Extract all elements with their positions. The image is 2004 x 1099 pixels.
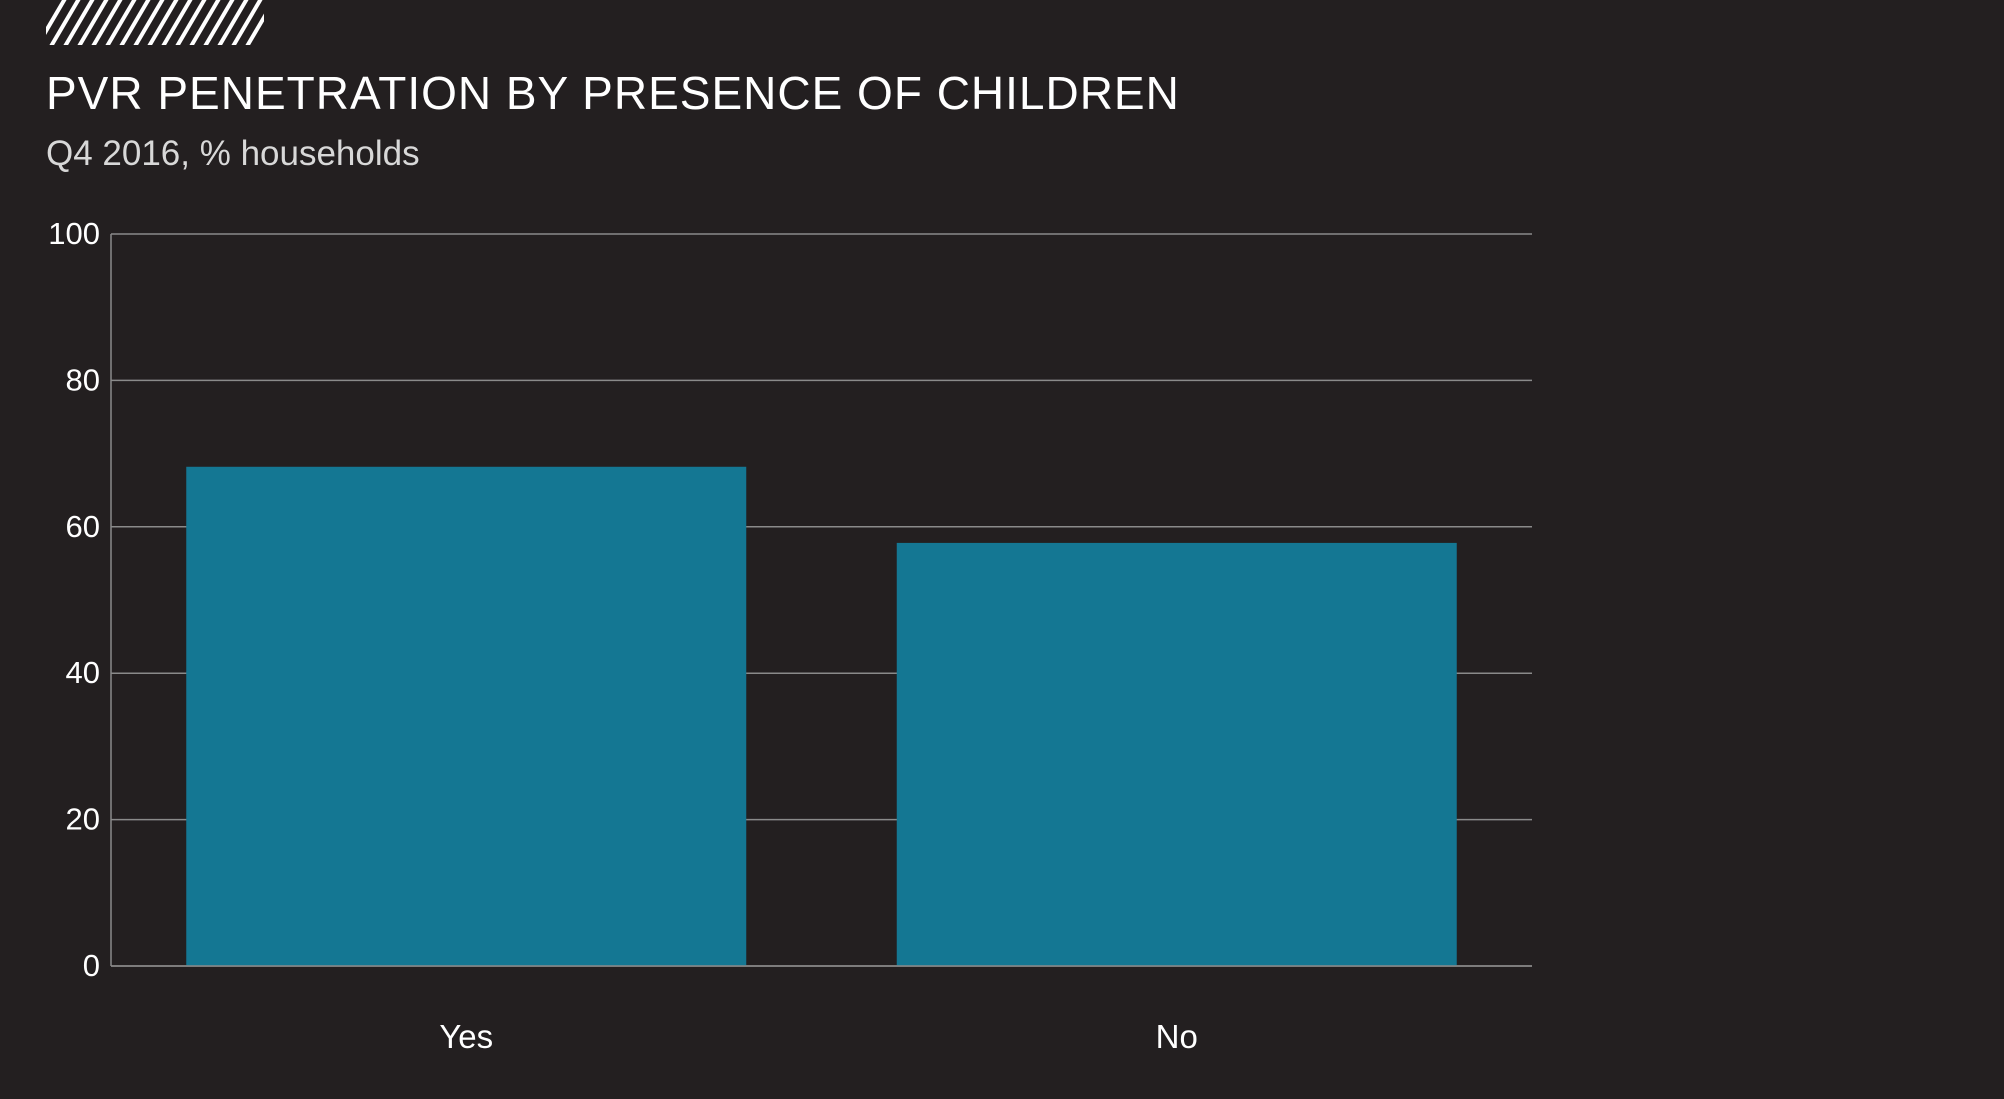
bar-yes [186, 466, 747, 966]
y-tick-label: 40 [66, 655, 100, 690]
chart-title: PVR PENETRATION BY PRESENCE OF CHILDREN [46, 67, 1180, 119]
bars [186, 466, 1457, 966]
x-category-label: No [1156, 1018, 1198, 1055]
x-category-label: Yes [439, 1018, 493, 1055]
y-tick-label: 20 [66, 802, 100, 837]
y-tick-label: 80 [66, 362, 100, 397]
hatch-decoration-icon [46, 0, 264, 45]
chart-subtitle: Q4 2016, % households [46, 134, 420, 173]
bar-no [896, 542, 1457, 966]
y-tick-label: 100 [48, 216, 100, 251]
axes [110, 234, 1532, 967]
y-tick-label: 0 [83, 948, 100, 983]
y-tick-label: 60 [66, 509, 100, 544]
labels: 0 20 40 60 80 100 Yes No [48, 216, 1198, 1055]
